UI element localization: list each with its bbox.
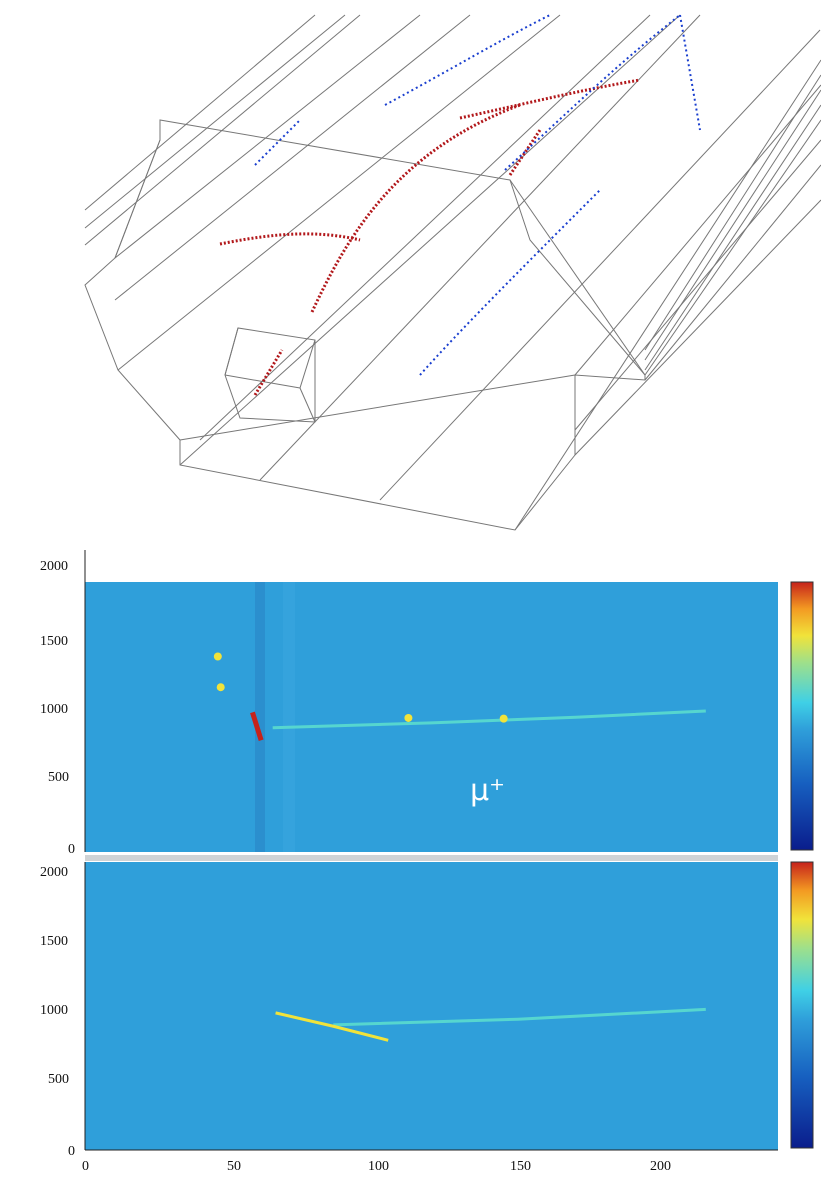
event-display-3d	[84, 14, 821, 531]
hit-blob	[404, 713, 413, 722]
bottom-ytick-label: 500	[48, 1072, 69, 1087]
top-ytick-label: 1500	[40, 634, 68, 649]
top-ytick-label: 0	[68, 842, 75, 857]
hit-blob	[499, 714, 508, 723]
top-panel-annotation: μ⁺	[470, 773, 505, 808]
bottom-xtick-label: 50	[227, 1159, 241, 1174]
track-stub	[250, 711, 264, 742]
detector-wireframe	[84, 14, 821, 531]
bottom-plot-area	[85, 862, 778, 1150]
track-kink	[275, 1011, 389, 1042]
bottom-panel: 2000 1500 1000 500 0 0 50 100 150 200	[40, 861, 814, 1174]
bottom-xtick-label: 100	[368, 1159, 389, 1174]
top-ytick-label: 500	[48, 770, 69, 785]
top-plot-area	[85, 582, 778, 852]
bottom-ytick-label: 1500	[40, 934, 68, 949]
hits-blue	[254, 14, 701, 376]
bottom-ytick-label: 2000	[40, 865, 68, 880]
bottom-ytick-label: 0	[68, 1144, 75, 1159]
top-ytick-label: 2000	[40, 559, 68, 574]
bottom-xtick-label: 150	[510, 1159, 531, 1174]
bottom-xtick-label: 200	[650, 1159, 671, 1174]
hits-red	[219, 78, 641, 396]
hit-blob	[216, 683, 225, 692]
hit-blob	[213, 652, 222, 661]
bottom-colorbar	[790, 861, 814, 1149]
bottom-xtick-label: 0	[82, 1159, 89, 1174]
top-ytick-label: 1000	[40, 702, 68, 717]
track-muon	[333, 1007, 706, 1027]
top-colorbar	[790, 581, 814, 851]
top-panel: μ⁺ 2000 1500 1000 500 0	[40, 550, 814, 857]
bottom-ytick-label: 1000	[40, 1003, 68, 1018]
